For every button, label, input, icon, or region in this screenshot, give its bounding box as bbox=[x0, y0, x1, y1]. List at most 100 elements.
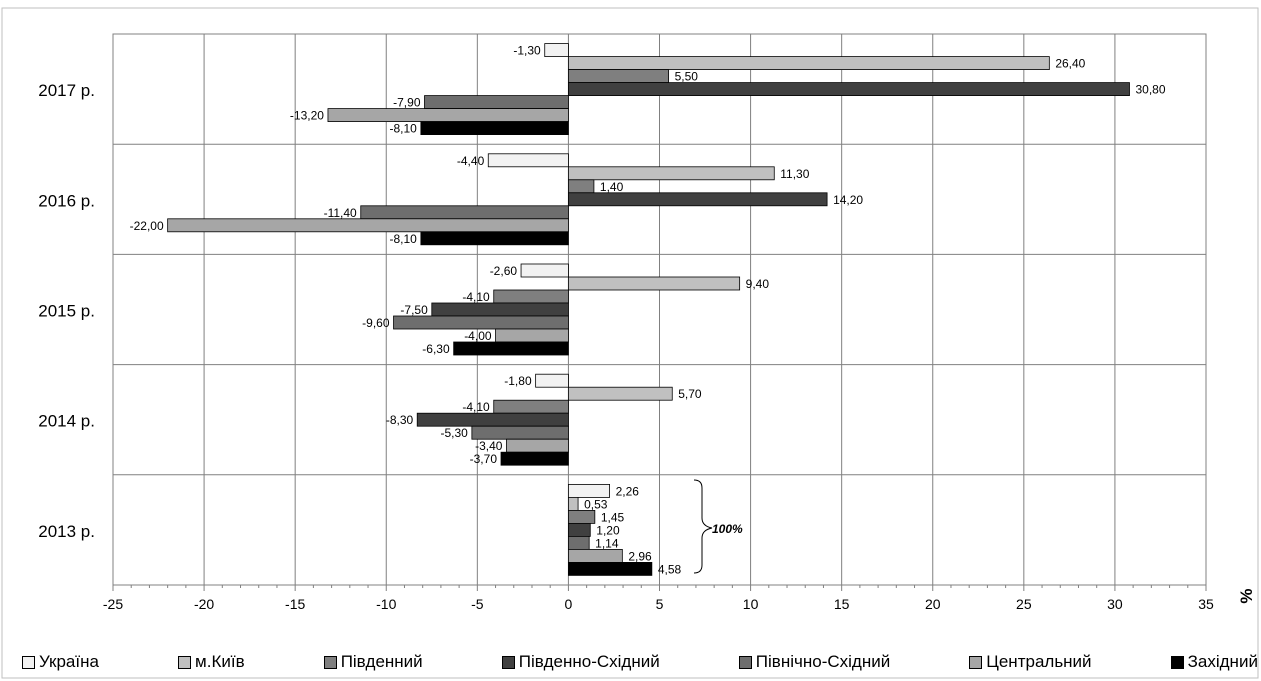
bar-value-label: -11,40 bbox=[324, 206, 357, 220]
bar bbox=[420, 121, 569, 135]
bar-value-label: 9,40 bbox=[746, 277, 770, 291]
bar bbox=[500, 451, 569, 466]
bar bbox=[487, 153, 569, 168]
bar-value-label: 30,80 bbox=[1135, 83, 1165, 97]
bar-value-label: -8,30 bbox=[386, 413, 414, 427]
legend-label: Західний bbox=[1187, 652, 1258, 671]
category-label: 2015 р. bbox=[38, 302, 95, 321]
bar-value-label: 2,96 bbox=[628, 549, 652, 563]
legend-swatch bbox=[969, 655, 983, 669]
bar-value-label: -3,40 bbox=[475, 439, 503, 453]
category-label: 2014 р. bbox=[38, 412, 95, 431]
data-labels: -1,30 26,40 5,50 30,80 -7,90 -13,20 -8,10 -4,40… bbox=[130, 44, 1166, 577]
bar-value-label: 5,50 bbox=[675, 70, 699, 84]
bar-value-label: 4,58 bbox=[658, 562, 682, 576]
bar-value-label: -3,70 bbox=[470, 452, 498, 466]
legend-label: Центральний bbox=[986, 652, 1092, 671]
x-tick-label: 5 bbox=[656, 596, 664, 612]
bar-value-label: -4,10 bbox=[462, 290, 490, 304]
x-tick-label: -25 bbox=[103, 596, 123, 612]
bar bbox=[360, 205, 569, 220]
bar-value-label: -2,60 bbox=[490, 264, 518, 278]
bar bbox=[568, 179, 595, 194]
bar bbox=[167, 218, 569, 233]
bar-value-label: 0,53 bbox=[584, 497, 608, 511]
bar bbox=[568, 166, 775, 181]
bar bbox=[493, 399, 569, 414]
legend-swatch bbox=[22, 655, 35, 669]
bar bbox=[568, 56, 1050, 70]
bar bbox=[520, 263, 569, 278]
bar-value-label: 14,20 bbox=[833, 193, 863, 207]
bar bbox=[568, 276, 741, 291]
category-label: 2013 р. bbox=[38, 522, 95, 541]
x-tick-label: 30 bbox=[1107, 596, 1123, 612]
bar bbox=[568, 496, 579, 511]
bar-value-label: -8,10 bbox=[390, 122, 418, 136]
x-tick-label: -10 bbox=[376, 596, 396, 612]
legend-item: м.Київ bbox=[178, 652, 245, 672]
annotation: 100% bbox=[693, 479, 743, 574]
legend-item: Західний bbox=[1170, 652, 1258, 672]
bar bbox=[568, 192, 828, 207]
x-tick-label: 35 bbox=[1198, 596, 1214, 612]
bar bbox=[393, 315, 569, 330]
bar-value-label: -1,30 bbox=[513, 44, 541, 58]
bar-value-label: 1,45 bbox=[601, 510, 625, 524]
bar-value-label: -5,30 bbox=[441, 426, 469, 440]
legend: Україна м.Київ Південний Південно-Східний Пі… bbox=[22, 650, 1258, 674]
x-tick-label: 15 bbox=[834, 596, 850, 612]
legend-item: Україна bbox=[22, 652, 99, 672]
bar-value-label: -8,10 bbox=[390, 232, 418, 246]
bar bbox=[535, 373, 569, 388]
bar-value-label: -6,30 bbox=[422, 342, 450, 356]
x-tick-label: 20 bbox=[925, 596, 941, 612]
bar-value-label: -13,20 bbox=[290, 109, 324, 123]
bar bbox=[506, 438, 569, 453]
bar-value-label: -4,10 bbox=[462, 400, 490, 414]
bar-value-label: -7,50 bbox=[400, 303, 428, 317]
legend-label: Південний bbox=[340, 652, 423, 671]
bar bbox=[471, 425, 569, 440]
bar-value-label: 1,20 bbox=[596, 523, 620, 537]
bar-value-label: -22,00 bbox=[130, 219, 164, 233]
bar bbox=[453, 341, 569, 356]
bar-value-label: 2,26 bbox=[616, 484, 640, 498]
y-axis-categories: 2017 р. 2016 р. 2015 р. 2014 р. 2013 р. bbox=[38, 81, 95, 541]
legend-item: Північно-Східний bbox=[738, 652, 891, 672]
legend-label: Україна bbox=[39, 652, 99, 671]
x-tick-label: -5 bbox=[471, 596, 484, 612]
bar bbox=[416, 412, 569, 427]
bar bbox=[431, 302, 569, 317]
x-axis: -25 -20 -15 -10 -5 0 5 10 15 20 25 30 35 bbox=[103, 585, 1214, 612]
bar bbox=[568, 386, 673, 401]
legend-label: Північно-Східний bbox=[755, 652, 891, 671]
legend-swatch bbox=[738, 655, 752, 669]
x-tick-label: 0 bbox=[565, 596, 573, 612]
bar-value-label: 11,30 bbox=[780, 167, 809, 181]
bar-value-label: -4,00 bbox=[464, 329, 492, 343]
bar bbox=[327, 108, 569, 122]
bar bbox=[568, 509, 596, 524]
bar bbox=[420, 231, 569, 246]
grid bbox=[112, 33, 1207, 586]
bar-value-label: 26,40 bbox=[1055, 57, 1085, 71]
annotation-text: 100% bbox=[712, 522, 743, 536]
bar-value-label: -4,40 bbox=[457, 154, 485, 168]
bar bbox=[495, 328, 569, 343]
x-tick-label: 10 bbox=[743, 596, 759, 612]
legend-label: Південно-Східний bbox=[518, 652, 660, 671]
bar bbox=[568, 536, 590, 550]
x-tick-label: -15 bbox=[285, 596, 305, 612]
x-tick-label: 25 bbox=[1016, 596, 1032, 612]
bar bbox=[568, 523, 591, 537]
bar-value-label: -9,60 bbox=[362, 316, 390, 330]
bar bbox=[568, 69, 670, 83]
bar-value-label: 5,70 bbox=[678, 387, 702, 401]
bar bbox=[568, 562, 653, 576]
legend-label: м.Київ bbox=[195, 652, 245, 671]
bar-value-label: 1,14 bbox=[595, 536, 619, 550]
legend-swatch bbox=[178, 655, 192, 669]
bar-value-label: -7,90 bbox=[393, 96, 421, 110]
